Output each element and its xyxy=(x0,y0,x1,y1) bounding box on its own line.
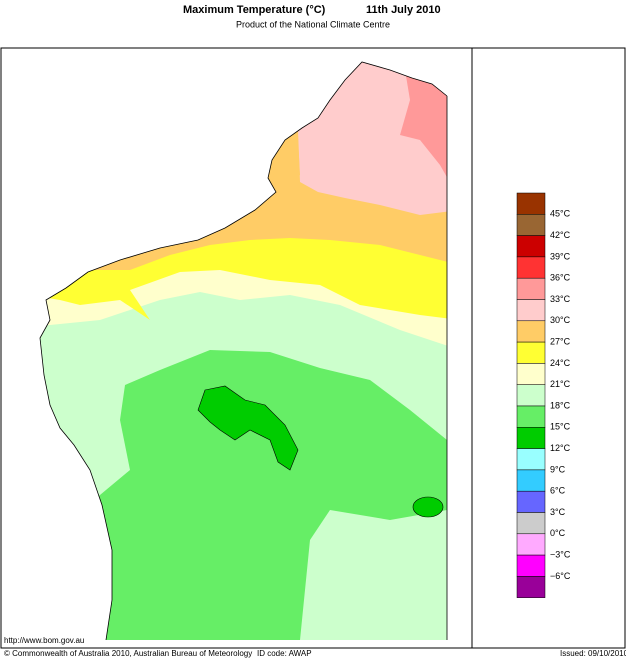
date: 11th July 2010 xyxy=(366,4,441,16)
legend-label: 27°C xyxy=(550,336,571,346)
legend-swatch xyxy=(516,320,546,343)
legend-swatch xyxy=(516,554,546,577)
legend-swatch xyxy=(516,363,546,385)
url: http://www.bom.gov.au xyxy=(4,636,84,645)
legend-label: −3°C xyxy=(550,549,571,559)
legend-swatch xyxy=(516,384,546,407)
legend-swatch xyxy=(516,235,546,258)
legend-label: 6°C xyxy=(550,486,566,496)
legend-swatch xyxy=(516,256,546,279)
legend-swatch xyxy=(516,490,546,513)
copyright: © Commonwealth of Australia 2010, Austra… xyxy=(4,649,252,658)
coastline xyxy=(39,61,448,641)
legend-label: 15°C xyxy=(550,422,571,432)
legend-swatch xyxy=(516,533,546,556)
legend-label: −6°C xyxy=(550,571,571,581)
legend-swatch xyxy=(516,576,546,598)
issued: Issued: 09/10/2010 xyxy=(560,649,626,658)
legend-label: 0°C xyxy=(550,528,566,538)
legend-label: 30°C xyxy=(550,315,571,325)
legend-label: 9°C xyxy=(550,464,566,474)
legend-swatch xyxy=(516,341,546,364)
legend-label: 12°C xyxy=(550,443,571,453)
legend-swatch xyxy=(516,214,546,236)
subtitle: Product of the National Climate Centre xyxy=(236,19,390,29)
legend-swatch xyxy=(516,405,546,428)
legend-label: 33°C xyxy=(550,294,571,304)
id-code: ID code: AWAP xyxy=(257,649,312,658)
legend-swatch xyxy=(516,469,546,492)
legend: 45°C 42°C 39°C 36°C 33°C 30°C 27°C 24°C 21°C 18°C… xyxy=(516,192,571,598)
legend-swatch xyxy=(516,448,546,471)
legend-label: 18°C xyxy=(550,400,571,410)
temperature-map xyxy=(40,62,447,640)
legend-label: 36°C xyxy=(550,273,571,283)
legend-swatch xyxy=(516,427,546,449)
legend-label: 21°C xyxy=(550,379,571,389)
legend-swatch xyxy=(516,192,546,215)
legend-label: 42°C xyxy=(550,230,571,240)
legend-swatch xyxy=(516,512,546,535)
legend-swatch xyxy=(516,277,546,300)
map-frame xyxy=(0,47,626,649)
legend-label: 39°C xyxy=(550,251,571,261)
title: Maximum Temperature (°C) xyxy=(183,4,326,16)
legend-label: 24°C xyxy=(550,358,571,368)
legend-label: 45°C xyxy=(550,209,571,219)
legend-label: 3°C xyxy=(550,507,566,517)
legend-swatch xyxy=(516,299,546,322)
